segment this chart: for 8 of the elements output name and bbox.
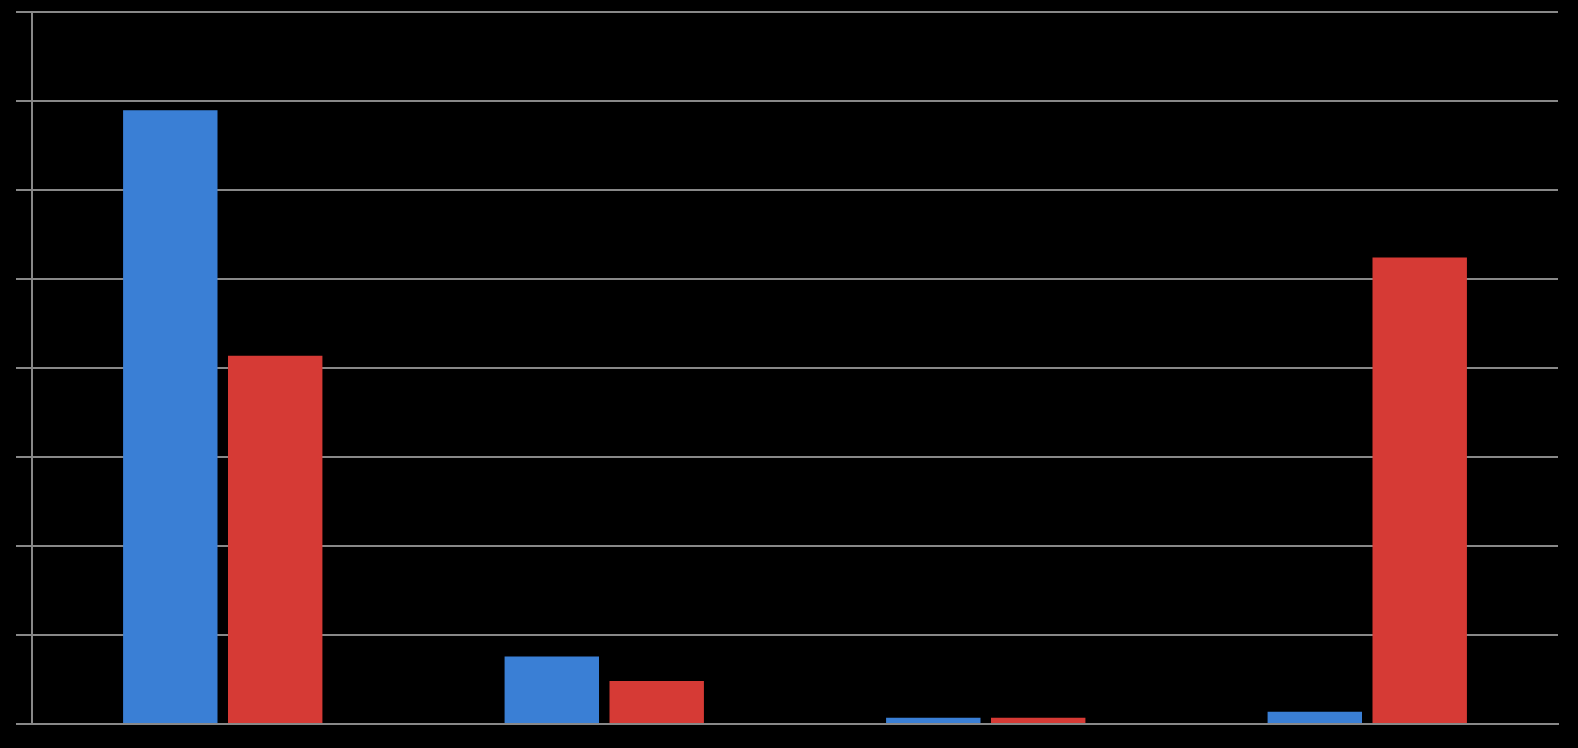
bar [886, 717, 981, 723]
bar [1267, 711, 1362, 723]
bar [504, 656, 599, 723]
bar [123, 110, 218, 723]
bar [609, 681, 704, 723]
bar [228, 355, 323, 723]
bar [1372, 257, 1467, 723]
bar [991, 717, 1086, 723]
